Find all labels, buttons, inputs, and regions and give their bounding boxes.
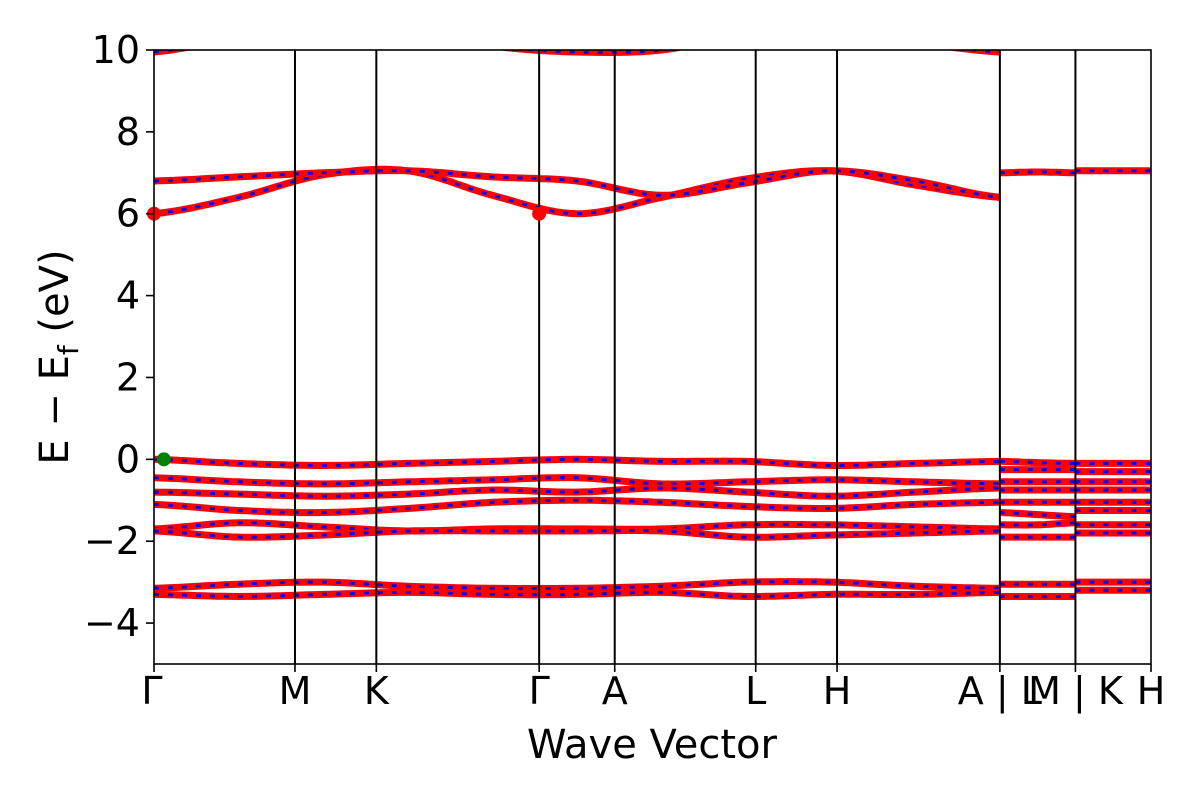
- high-symmetry-lines: [293, 50, 1077, 664]
- y-axis-label-unit: (eV): [32, 249, 78, 345]
- y-tick-label: 2: [116, 355, 140, 399]
- y-tick-label: 10: [92, 28, 140, 72]
- y-tick-label: −4: [84, 601, 140, 645]
- x-tick-label: Γ: [141, 669, 162, 713]
- band-line: [999, 509, 1076, 521]
- band-edge-markers: [147, 206, 547, 467]
- cbm-marker: [532, 206, 547, 221]
- band-line-dash: [154, 50, 1000, 54]
- x-tick-label: H: [1137, 669, 1166, 713]
- band-line: [999, 457, 1076, 467]
- y-axis-label: E − Ef (eV): [32, 249, 85, 464]
- y-tick-label: −2: [84, 519, 140, 563]
- x-tick-label: L: [745, 669, 766, 713]
- y-tick-label: 4: [116, 274, 140, 318]
- y-tick-label: 8: [116, 110, 140, 154]
- x-axis-ticks: Γ M K Γ A L H A | LM | K H: [141, 664, 1165, 714]
- band-line: [154, 50, 1001, 56]
- x-tick-label: K: [364, 669, 390, 713]
- y-axis-label-main: E − E: [32, 355, 78, 465]
- vbm-marker: [156, 452, 171, 467]
- x-tick-label: Γ: [529, 669, 550, 713]
- x-tick-label: M: [279, 669, 312, 713]
- y-tick-label: 0: [116, 437, 140, 481]
- x-tick-label: M | K: [1028, 669, 1124, 714]
- bands-layer: [154, 50, 1151, 601]
- x-tick-label: A: [602, 669, 628, 713]
- x-tick-label: H: [823, 669, 852, 713]
- x-axis-label: Wave Vector: [527, 722, 778, 768]
- band-line: [999, 168, 1076, 177]
- y-axis-label-subscript: f: [52, 344, 85, 355]
- y-tick-label: 6: [116, 192, 140, 236]
- x-tick-label: A | L: [958, 669, 1042, 714]
- band-line: [999, 519, 1076, 529]
- plot-frame: [153, 49, 1152, 665]
- y-axis-ticks: −4 −2 0 2 4 6 8 10: [84, 28, 154, 645]
